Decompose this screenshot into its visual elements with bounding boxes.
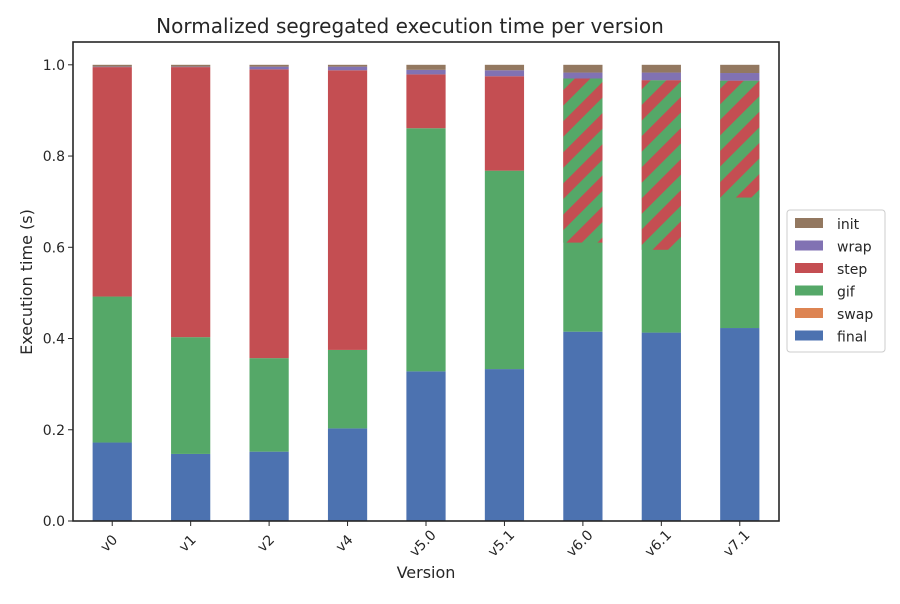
y-tick-label: 0.4 — [43, 332, 65, 348]
bar-wrap-v4 — [328, 67, 367, 71]
bar-init-v6.1 — [642, 65, 681, 73]
x-axis-label: Version — [397, 563, 456, 582]
y-tick-label: 1.0 — [43, 58, 65, 74]
bar-init-v6.0 — [563, 65, 602, 73]
x-tick-label: v4 — [333, 532, 357, 556]
bar-gif-v1 — [171, 337, 210, 454]
bar-step-v0 — [93, 67, 132, 296]
legend: init wrap step gif swap final — [787, 210, 885, 352]
bar-gif-v4 — [328, 350, 367, 428]
x-tick-label: v5.1 — [485, 527, 518, 560]
y-tick-label: 0.6 — [43, 240, 65, 256]
y-axis-label: Execution time (s) — [17, 209, 36, 355]
y-tick-label: 0.8 — [43, 149, 65, 165]
bar-gif-v0 — [93, 297, 132, 443]
legend-swatch-swap — [795, 308, 823, 318]
bar-final-v1 — [171, 454, 210, 521]
x-tick-label: v1 — [176, 532, 199, 555]
legend-swatch-init — [795, 218, 823, 228]
bar-init-v0 — [93, 65, 132, 67]
bar-step-v2 — [250, 69, 289, 358]
bar-final-v7.1 — [720, 328, 759, 521]
plot-area: 0.0 0.2 0.4 0.6 0.8 1.0 v0 v1 v2 v4 v5.0 v5.1 v6.0 v6… — [43, 42, 779, 560]
x-tick-label: v0 — [98, 532, 121, 555]
bar-final-v5.0 — [406, 371, 445, 521]
bar-init-v2 — [250, 65, 289, 67]
legend-swatch-step — [795, 263, 823, 273]
legend-label-wrap: wrap — [837, 240, 872, 256]
bar-gif-v5.1 — [485, 171, 524, 369]
bar-init-v5.1 — [485, 65, 524, 70]
hatched-overlay-v7.1 — [720, 81, 759, 198]
legend-swatch-wrap — [795, 241, 823, 251]
bar-init-v4 — [328, 65, 367, 67]
x-tick-label: v5.0 — [407, 527, 440, 560]
bar-init-v5.0 — [406, 65, 445, 70]
bar-wrap-v7.1 — [720, 73, 759, 81]
chart-title: Normalized segregated execution time per… — [156, 14, 664, 38]
legend-label-init: init — [837, 217, 860, 233]
bar-final-v6.0 — [563, 332, 602, 521]
legend-label-step: step — [837, 262, 867, 278]
hatched-overlay-v6.0 — [563, 78, 602, 242]
bar-final-v4 — [328, 428, 367, 521]
x-tick-label: v2 — [255, 532, 278, 555]
bar-wrap-v6.1 — [642, 73, 681, 81]
bar-step-v5.1 — [485, 76, 524, 170]
bar-final-v0 — [93, 443, 132, 521]
bar-step-v1 — [171, 67, 210, 337]
bar-step-v4 — [328, 70, 367, 350]
y-tick-label: 0.0 — [43, 514, 65, 530]
bar-init-v7.1 — [720, 65, 759, 73]
legend-label-gif: gif — [837, 285, 856, 301]
bar-wrap-v5.0 — [406, 70, 445, 75]
y-tick-label: 0.2 — [43, 423, 65, 439]
bar-gif-v2 — [250, 358, 289, 452]
legend-label-final: final — [837, 330, 867, 346]
bar-wrap-v6.0 — [563, 73, 602, 79]
bar-gif-v5.0 — [406, 128, 445, 371]
legend-swatch-final — [795, 331, 823, 341]
bar-wrap-v5.1 — [485, 70, 524, 76]
x-tick-label: v6.1 — [642, 527, 675, 560]
bar-final-v5.1 — [485, 369, 524, 521]
bar-final-v6.1 — [642, 333, 681, 521]
x-tick-label: v6.0 — [564, 527, 597, 560]
hatched-overlay-v6.1 — [642, 80, 681, 249]
bar-step-v5.0 — [406, 74, 445, 128]
legend-label-swap: swap — [837, 307, 873, 323]
bar-final-v2 — [250, 452, 289, 521]
x-tick-label: v7.1 — [720, 527, 753, 560]
bar-init-v1 — [171, 65, 210, 67]
legend-swatch-gif — [795, 286, 823, 296]
bar-wrap-v2 — [250, 67, 289, 70]
